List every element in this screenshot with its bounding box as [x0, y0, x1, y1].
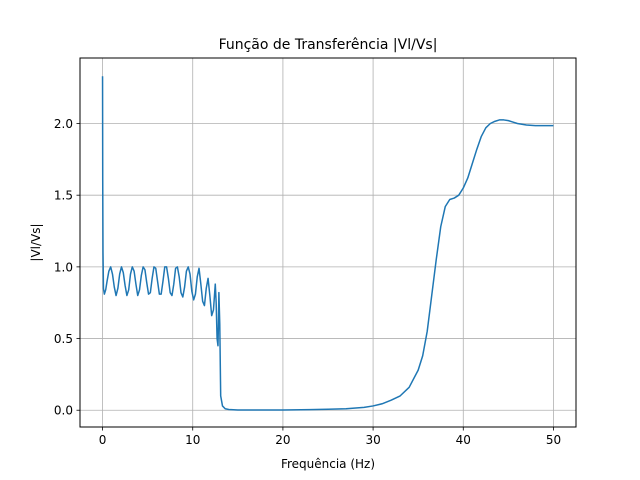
grid: [80, 58, 576, 427]
x-tick-label: 20: [275, 433, 290, 447]
y-tick-label: 0.0: [54, 404, 73, 418]
x-tick-label: 50: [546, 433, 561, 447]
y-axis-label: |Vl/Vs|: [29, 223, 43, 261]
plot-frame: [79, 57, 577, 428]
x-tick-label: 30: [365, 433, 380, 447]
x-axis-label: Frequência (Hz): [281, 457, 375, 471]
chart-title: Função de Transferência |Vl/Vs|: [219, 37, 438, 53]
y-tick-label: 2.0: [54, 117, 73, 131]
y-tick-label: 1.5: [54, 189, 73, 203]
y-tick-label: 0.5: [54, 332, 73, 346]
series-layer: [101, 76, 554, 411]
x-tick-label: 10: [185, 433, 200, 447]
x-tick-label: 0: [99, 433, 107, 447]
x-tick-label: 40: [456, 433, 471, 447]
ticks: 0 10 20 30 40 50 0.0 0.5 1.0 1.5 2.0: [54, 117, 561, 447]
series-line: [101, 76, 554, 411]
y-tick-label: 1.0: [54, 260, 73, 274]
